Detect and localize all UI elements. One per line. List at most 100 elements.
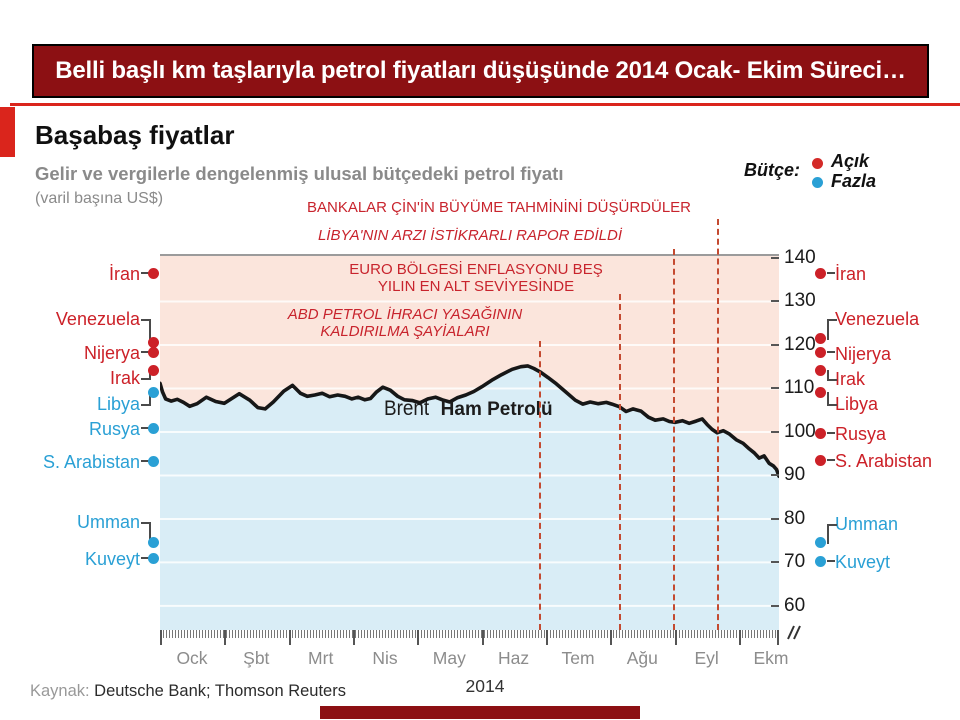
- y-axis-tick-label: 120: [784, 333, 816, 355]
- country-label-left: S. Arabistan: [42, 452, 140, 472]
- label-connector: [827, 560, 835, 562]
- country-label-left: Kuveyt: [84, 549, 140, 569]
- label-connector: [141, 392, 151, 406]
- legend-label: Bütçe:: [743, 160, 800, 180]
- breakeven-dot: [814, 364, 826, 376]
- top-accent-line: [10, 103, 960, 106]
- x-axis-major-tick: [481, 630, 484, 645]
- breakeven-dot: [814, 332, 826, 344]
- country-label-left: Irak: [109, 368, 140, 388]
- series-label: Brent Ham Petrolü: [384, 397, 553, 421]
- legend-deficit-dot-icon: [812, 158, 823, 169]
- breakeven-dot: [147, 422, 159, 434]
- brent-price-line: [158, 364, 781, 479]
- country-label-left: Umman: [76, 512, 140, 532]
- x-axis-month-label: Ock: [176, 648, 208, 668]
- annotation-line: LİBYA'NIN ARZI İSTİKRARLI RAPOR EDİLDİ: [317, 227, 623, 244]
- breakeven-dot: [814, 427, 826, 439]
- label-connector: [141, 319, 151, 344]
- breakeven-dot: [814, 386, 826, 398]
- event-dashed-line: [539, 341, 541, 630]
- x-axis-month-label: Ağu: [626, 648, 658, 668]
- country-label-left: Libya: [96, 394, 140, 414]
- breakeven-dot: [147, 386, 159, 398]
- country-label-right: Kuveyt: [835, 552, 891, 572]
- y-axis-tick: [771, 604, 779, 607]
- x-axis-major-tick: [160, 630, 162, 645]
- label-connector: [827, 432, 835, 434]
- event-annotation: BANKALAR ÇİN'İN BÜYÜME TAHMİNİNİ DÜŞÜRDÜ…: [284, 199, 714, 216]
- plot-top-border: [160, 254, 779, 256]
- chart-subtitle: Gelir ve vergilerle dengelenmiş ulusal b…: [35, 163, 564, 184]
- label-connector: [827, 392, 837, 406]
- breakeven-dot: [147, 364, 159, 376]
- country-label-right: Rusya: [835, 424, 887, 444]
- x-axis-month-label: Nis: [372, 648, 398, 668]
- legend-item-deficit: Açık: [831, 151, 870, 171]
- y-axis-tick-label: 130: [784, 290, 816, 312]
- series-label-ham-petrolu: Ham Petrolü: [440, 399, 553, 420]
- country-label-left: Venezuela: [55, 309, 140, 329]
- y-axis-tick: [771, 561, 779, 564]
- label-connector: [141, 272, 149, 274]
- annotation-line: BANKALAR ÇİN'İN BÜYÜME TAHMİNİNİ DÜŞÜRDÜ…: [306, 199, 692, 216]
- source-text: Deutsche Bank; Thomson Reuters: [94, 681, 346, 700]
- country-label-left: Rusya: [88, 419, 140, 439]
- annotation-line: EURO BÖLGESİ ENFLASYONU BEŞ: [349, 261, 603, 278]
- source-label: Kaynak:: [30, 681, 90, 700]
- y-axis-tick-label: 100: [784, 420, 816, 442]
- label-connector: [827, 272, 835, 274]
- breakeven-dot: [814, 346, 826, 358]
- event-dashed-line: [717, 219, 719, 630]
- country-label-right: S. Arabistan: [835, 451, 933, 471]
- y-axis-tick: [771, 300, 779, 303]
- x-axis-major-tick: [224, 630, 227, 645]
- label-connector: [827, 319, 837, 340]
- label-connector: [141, 351, 149, 353]
- y-axis-tick: [771, 517, 779, 520]
- country-label-right: Irak: [835, 369, 866, 389]
- breakeven-dot: [147, 336, 159, 348]
- label-connector: [141, 427, 149, 429]
- y-axis-tick: [771, 343, 779, 346]
- label-connector: [827, 370, 837, 381]
- series-label-brent: Brent: [384, 397, 430, 420]
- label-connector: [141, 460, 149, 462]
- y-axis-tick: [771, 430, 779, 433]
- label-connector: [141, 557, 149, 559]
- label-connector: [827, 524, 837, 544]
- x-axis-major-tick: [739, 630, 741, 645]
- breakeven-dot: [147, 455, 159, 467]
- x-axis-month-label: Haz: [498, 648, 530, 668]
- x-axis-month-label: Tem: [561, 648, 595, 668]
- left-accent-block: [0, 107, 15, 157]
- x-axis-month-label: Ekm: [753, 648, 789, 668]
- x-axis-major-tick: [417, 630, 420, 645]
- x-axis-month-label: Şbt: [243, 648, 270, 668]
- x-axis-month-label: May: [432, 648, 466, 668]
- x-axis-major-tick: [674, 630, 677, 645]
- breakeven-dot: [147, 346, 159, 358]
- event-dashed-line: [619, 294, 621, 630]
- annotation-line: YILIN EN ALT SEVİYESİNDE: [377, 278, 575, 295]
- chart-title: Başabaş fiyatlar: [35, 120, 235, 150]
- x-axis-major-tick: [353, 630, 355, 645]
- y-axis-tick-label: 70: [784, 551, 806, 573]
- breakeven-dot: [147, 552, 159, 564]
- country-label-left: İran: [108, 264, 140, 284]
- breakeven-dot: [147, 267, 159, 279]
- banner-title: Belli başlı km taşlarıyla petrol fiyatla…: [55, 57, 906, 84]
- event-annotation: ABD PETROL İHRACI YASAĞININ KALDIRILMA ŞA…: [266, 306, 544, 340]
- country-label-right: Venezuela: [835, 309, 920, 329]
- source-note: Kaynak: Deutsche Bank; Thomson Reuters: [30, 681, 346, 701]
- country-label-right: Nijerya: [835, 344, 892, 364]
- country-label-right: İran: [835, 264, 867, 284]
- bottom-accent-bar: [320, 706, 640, 719]
- y-axis-tick: [771, 474, 779, 477]
- x-axis-major-tick: [288, 630, 291, 645]
- annotation-line: KALDIRILMA ŞAYİALARI: [320, 323, 490, 340]
- y-axis-tick-label: 80: [784, 507, 806, 529]
- x-axis-month-label: Eyl: [694, 648, 719, 668]
- axis-break-icon: [787, 625, 801, 640]
